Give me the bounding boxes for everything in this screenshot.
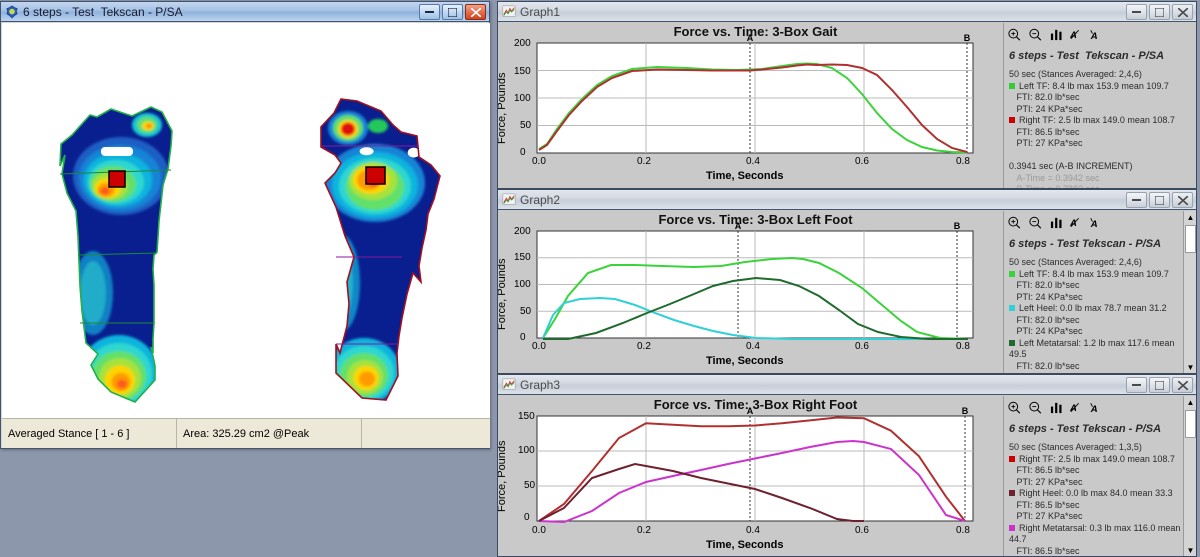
svg-text:A: A: [1090, 219, 1098, 229]
svg-text:A: A: [747, 406, 754, 416]
svg-text:A: A: [735, 221, 742, 231]
svg-text:B: B: [954, 221, 961, 231]
svg-text:B: B: [962, 406, 969, 416]
svg-text:A: A: [1090, 404, 1098, 414]
svg-text:A: A: [1090, 31, 1098, 41]
svg-text:B: B: [964, 33, 971, 43]
svg-text:A: A: [747, 33, 754, 43]
